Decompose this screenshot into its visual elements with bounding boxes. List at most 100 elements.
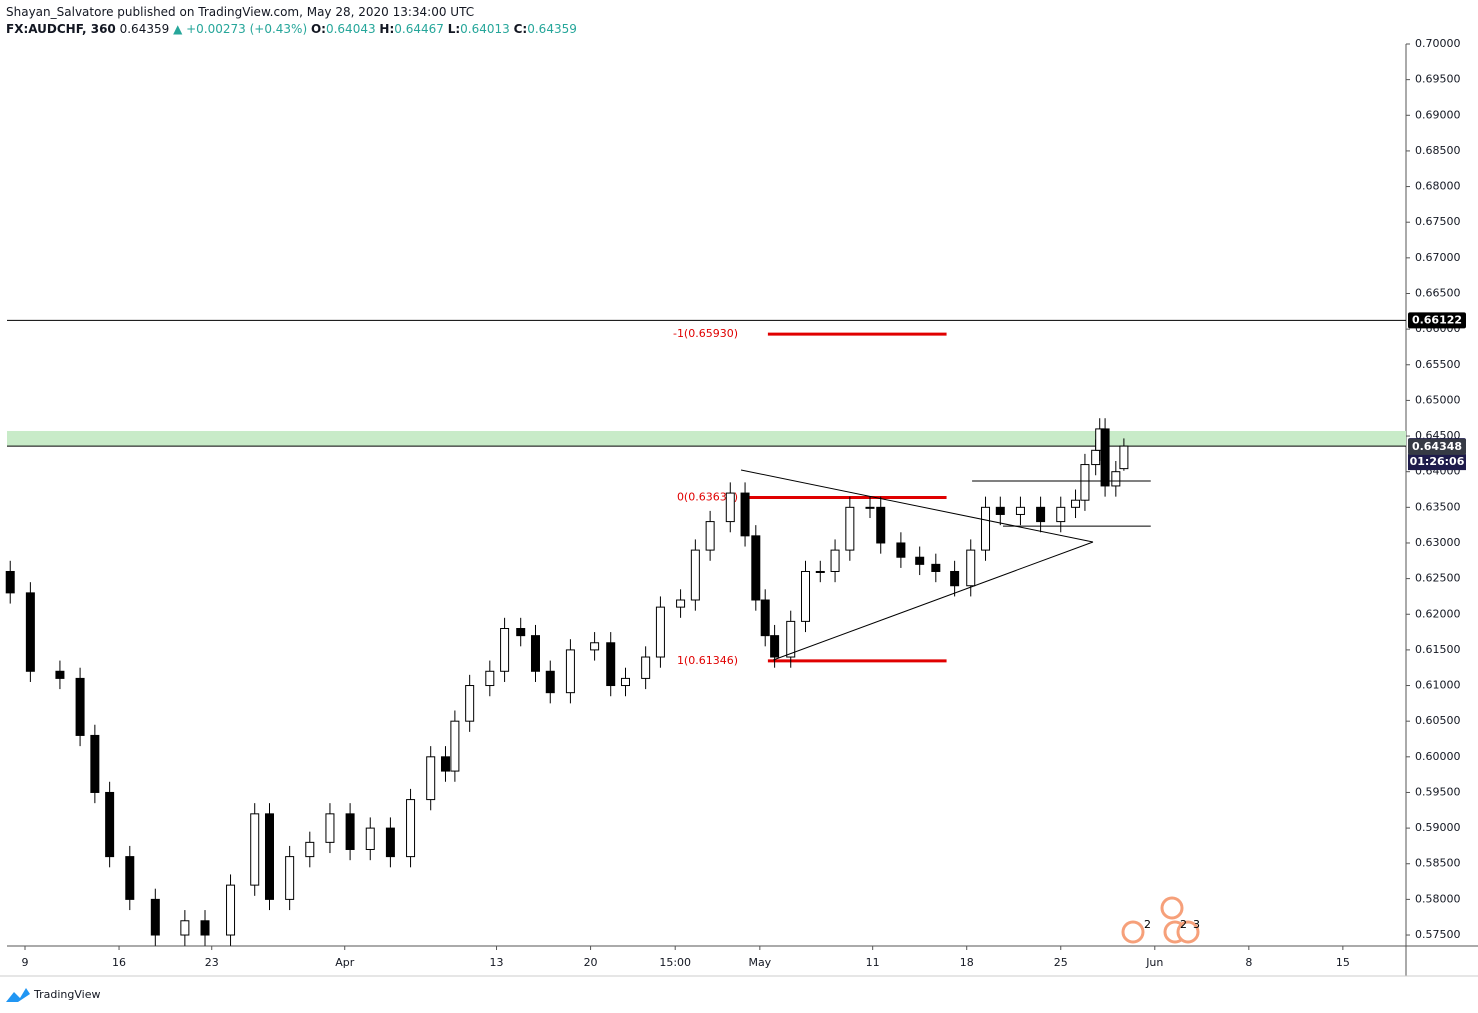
c: 0.64359 bbox=[527, 22, 577, 36]
event-count: 2 bbox=[1180, 918, 1187, 931]
event-icon[interactable] bbox=[1176, 920, 1200, 944]
candle-body bbox=[950, 570, 960, 587]
candle-body bbox=[690, 549, 700, 601]
event-icon[interactable] bbox=[1121, 920, 1145, 944]
candle-body bbox=[125, 856, 135, 900]
candle-body bbox=[440, 756, 450, 772]
y-tick-label: 0.67000 bbox=[1415, 251, 1461, 264]
candle-body bbox=[450, 720, 460, 772]
x-tick-label: 15 bbox=[1336, 956, 1350, 969]
x-tick-label: 9 bbox=[22, 956, 29, 969]
x-tick-label: 20 bbox=[584, 956, 598, 969]
candle-body bbox=[740, 492, 750, 537]
x-tick-label: 15:00 bbox=[659, 956, 691, 969]
candle-body bbox=[55, 670, 65, 679]
y-tick-label: 0.59500 bbox=[1415, 785, 1461, 798]
layer: 0.57500 0.58000 0.58500 0.59000 0.59500 0.600… bbox=[5, 37, 1466, 969]
candle-body bbox=[995, 506, 1005, 515]
candle-body bbox=[801, 570, 811, 622]
y-tick-label: 0.62500 bbox=[1415, 572, 1461, 585]
candle-body bbox=[1036, 506, 1046, 523]
c-label: C: bbox=[513, 22, 528, 36]
events: 2 2 3 bbox=[1121, 896, 1200, 944]
x-tick-label: Jun bbox=[1145, 956, 1163, 969]
h: 0.64467 bbox=[394, 22, 444, 36]
candle-body bbox=[385, 827, 395, 858]
candle-body bbox=[516, 628, 526, 637]
y-tick-label: 0.66500 bbox=[1415, 286, 1461, 299]
candle-body bbox=[150, 898, 160, 936]
zone bbox=[7, 430, 1406, 447]
trend-line bbox=[740, 469, 1094, 543]
last: 0.64359 bbox=[119, 22, 170, 36]
candle-body bbox=[1119, 445, 1129, 470]
price-label-text: 0.64348 bbox=[1412, 440, 1462, 453]
fib-label: 1(0.61346) bbox=[677, 654, 738, 667]
l: 0.64013 bbox=[460, 22, 510, 36]
logo bbox=[6, 988, 30, 1002]
candle-body bbox=[465, 685, 475, 722]
candle-body bbox=[896, 542, 906, 558]
trend-line bbox=[773, 541, 1094, 661]
candle-body bbox=[565, 649, 575, 694]
y-tick-label: 0.68000 bbox=[1415, 180, 1461, 193]
candle-body bbox=[264, 813, 274, 900]
event-icon[interactable] bbox=[1160, 896, 1184, 920]
candle-body bbox=[1080, 464, 1090, 501]
candle-body bbox=[500, 628, 510, 672]
candle-body bbox=[406, 799, 416, 858]
candle-body bbox=[641, 656, 651, 679]
price-label: 0.64348 bbox=[1408, 438, 1466, 455]
y-tick-label: 0.60000 bbox=[1415, 750, 1461, 763]
candle-body bbox=[815, 570, 825, 573]
candle-body bbox=[606, 642, 616, 687]
x-tick-label: 11 bbox=[866, 956, 880, 969]
y-tick-label: 0.63500 bbox=[1415, 500, 1461, 513]
candle-body bbox=[751, 535, 761, 601]
candle-body bbox=[915, 556, 925, 565]
x-tick-label: 16 bbox=[112, 956, 126, 969]
price-label-box bbox=[1408, 312, 1466, 329]
candle-body bbox=[1071, 499, 1081, 508]
fib-label: -1(0.65930) bbox=[673, 327, 738, 340]
event-count: 2 bbox=[1144, 918, 1151, 931]
event-count: 3 bbox=[1193, 918, 1200, 931]
price-label-text: 0.66122 bbox=[1412, 313, 1462, 326]
y-tick-label: 0.63000 bbox=[1415, 536, 1461, 549]
candle-body bbox=[365, 827, 375, 850]
candle-body bbox=[325, 813, 335, 843]
candle-body bbox=[75, 677, 85, 736]
countdown-box bbox=[1408, 454, 1466, 471]
candle-body bbox=[25, 592, 35, 672]
candle-body bbox=[966, 549, 976, 587]
candle-body bbox=[1100, 428, 1110, 487]
candle-body bbox=[5, 570, 15, 594]
candle-body bbox=[1111, 471, 1121, 487]
y-tick-label: 0.61000 bbox=[1415, 679, 1461, 692]
candle-body bbox=[305, 841, 315, 858]
candle-body bbox=[620, 677, 630, 687]
quote-line: FX:AUDCHF, 360 0.64359 ▲ +0.00273 (+0.43… bbox=[6, 21, 577, 38]
x-tick-label: Apr bbox=[335, 956, 355, 969]
y-tick-label: 0.65000 bbox=[1415, 393, 1461, 406]
o-label: O: bbox=[310, 22, 326, 36]
candle-body bbox=[200, 920, 210, 936]
candle-body bbox=[226, 884, 236, 936]
x-tick-label: May bbox=[748, 956, 771, 969]
candle-body bbox=[786, 620, 796, 658]
candle-body bbox=[426, 756, 436, 801]
y-tick-label: 0.57500 bbox=[1415, 928, 1461, 941]
candle-body bbox=[876, 506, 886, 544]
y-tick-label: 0.69000 bbox=[1415, 108, 1461, 121]
price-label-box bbox=[1408, 438, 1466, 455]
candle-body bbox=[105, 791, 115, 858]
candle-body bbox=[865, 506, 875, 509]
candle-body bbox=[180, 920, 190, 936]
candle-body bbox=[845, 506, 855, 551]
candle-body bbox=[981, 506, 991, 551]
candle-body bbox=[545, 670, 555, 694]
candle-body bbox=[770, 635, 780, 658]
candle-body bbox=[676, 599, 686, 608]
